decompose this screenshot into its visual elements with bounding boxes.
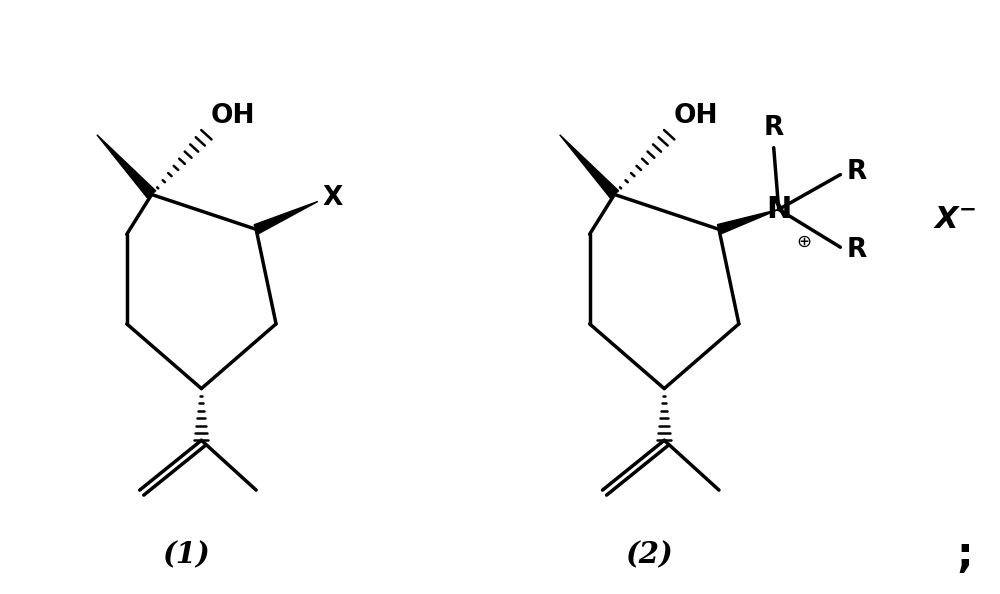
- Text: N: N: [766, 195, 791, 224]
- Text: ⊕: ⊕: [796, 233, 811, 251]
- Text: R: R: [764, 115, 784, 141]
- Polygon shape: [97, 135, 156, 198]
- Text: OH: OH: [210, 103, 255, 129]
- Polygon shape: [560, 135, 618, 198]
- Text: ;: ;: [956, 534, 973, 576]
- Text: (2): (2): [625, 541, 673, 569]
- Text: OH: OH: [673, 103, 718, 129]
- Text: X: X: [323, 185, 343, 211]
- Text: R: R: [846, 159, 867, 185]
- Text: R: R: [846, 237, 867, 263]
- Text: (1): (1): [163, 541, 210, 569]
- Text: $\bfit{X}^{-}$: $\bfit{X}^{-}$: [933, 205, 976, 234]
- Polygon shape: [717, 210, 779, 234]
- Polygon shape: [254, 201, 318, 234]
